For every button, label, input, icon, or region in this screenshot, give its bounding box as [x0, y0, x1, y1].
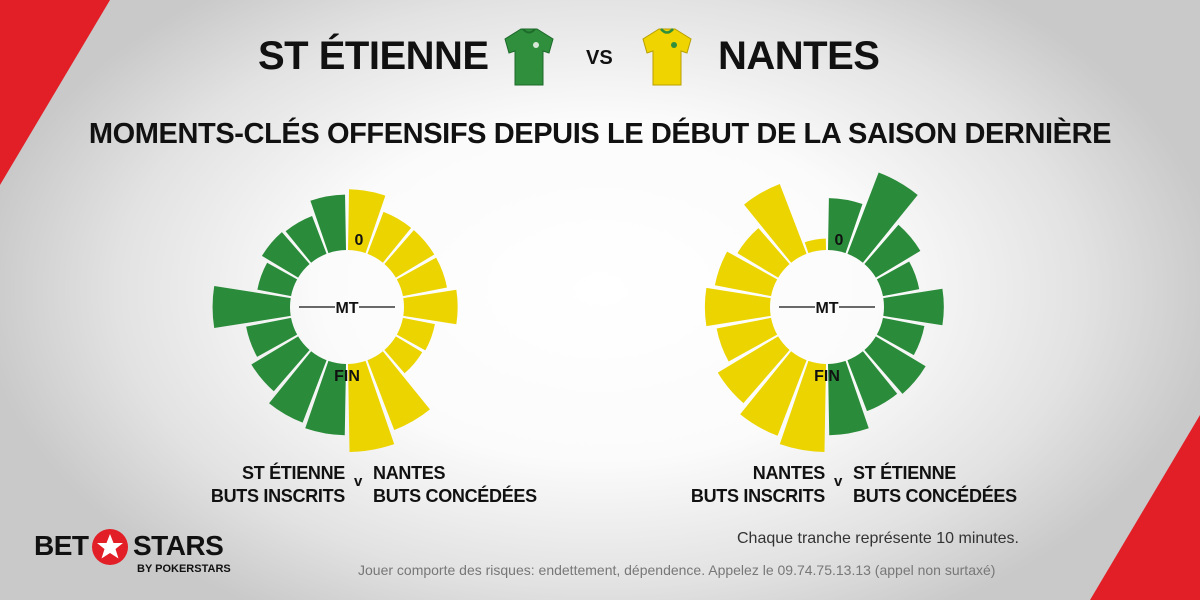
chart1-left-slice-9 [305, 360, 347, 436]
chart1-right-slice-9 [347, 360, 395, 452]
chart2-left-slice-2 [744, 183, 807, 263]
red-corner-accent-right [1090, 415, 1200, 600]
logo-bet-text: BET [34, 530, 89, 561]
chart1-marker-start: 0 [355, 232, 364, 249]
chart1-right-caption: NANTES BUTS CONCÉDÉES [373, 462, 573, 508]
chart2-right-stat: BUTS CONCÉDÉES [853, 486, 1017, 506]
chart2-left-slice-8 [740, 351, 807, 436]
chart1-left-stat: BUTS INSCRITS [210, 486, 345, 506]
logo-stars-text: STARS [133, 530, 224, 561]
red-corner-accent-left [0, 0, 110, 185]
chart1-left-slice-2 [285, 215, 327, 263]
chart1-right-slice-8 [367, 351, 430, 431]
chart2-right-slice-4 [876, 261, 920, 297]
chart2-right-slice-5 [883, 288, 944, 326]
away-team-name: NANTES [718, 34, 880, 78]
chart2-right-slice-2 [847, 172, 918, 263]
chart1-left-slice-4 [257, 262, 298, 297]
chart1-right-slice-6 [396, 317, 435, 351]
chart1-marker-end: FIN [334, 368, 360, 385]
home-team-name: ST ÉTIENNE [258, 34, 489, 78]
star-icon [90, 527, 130, 572]
chart2-right-slice-1 [827, 198, 863, 254]
chart1-right-slice-7 [384, 336, 423, 374]
chart2-v: v [834, 473, 843, 490]
versus-label: VS [586, 47, 613, 69]
chart1-marker-half: MT [335, 300, 358, 317]
chart2-right-team: ST ÉTIENNE [853, 463, 957, 483]
chart1-left-slice-6 [246, 317, 298, 357]
chart2-right-slice-3 [864, 224, 921, 278]
chart1-left-team: ST ÉTIENNE [241, 463, 345, 483]
chart2-left-slice-7 [717, 336, 790, 404]
gambling-disclaimer: Jouer comporte des risques: endettement,… [358, 562, 996, 578]
chart2-left-stat: BUTS INSCRITS [690, 486, 825, 506]
chart1-right-slice-4 [396, 257, 448, 297]
chart2-right-slice-6 [876, 317, 925, 356]
radial-chart-1: 0 MT FIN [212, 189, 458, 452]
chart1-left-slice-8 [269, 351, 327, 423]
chart2-left-slice-5 [704, 287, 771, 327]
chart1-right-slice-3 [384, 230, 435, 278]
chart2-marker-end: FIN [814, 368, 840, 385]
chart2-right-slice-9 [827, 360, 869, 436]
chart2-right-slice-7 [864, 336, 926, 394]
chart1-v: v [354, 473, 363, 490]
chart1-right-stat: BUTS CONCÉDÉES [373, 486, 537, 506]
chart1-left-slice-7 [251, 336, 310, 392]
chart2-left-slice-3 [737, 228, 790, 278]
chart1-left-slice-3 [261, 232, 310, 278]
radial-chart-2: 0 MT FIN [704, 172, 944, 452]
chart1-right-slice-5 [403, 289, 458, 325]
logo-subtitle: BY POKERSTARS [137, 563, 231, 575]
chart2-right-slice-8 [847, 351, 898, 412]
green-jersey-icon [499, 27, 559, 92]
chart1-right-slice-2 [367, 211, 412, 263]
infographic-subtitle: MOMENTS-CLÉS OFFENSIFS DEPUIS LE DÉBUT D… [88, 118, 1112, 150]
chart1-left-slice-1 [310, 194, 347, 254]
chart2-left-slice-4 [714, 251, 778, 297]
chart1-left-slice-5 [212, 285, 291, 329]
yellow-jersey-icon [637, 27, 697, 92]
chart1-right-team: NANTES [373, 463, 446, 483]
chart2-right-caption: ST ÉTIENNE BUTS CONCÉDÉES [853, 462, 1053, 508]
chart2-left-slice-9 [779, 360, 827, 452]
chart2-marker-start: 0 [835, 232, 844, 249]
chart2-left-caption: NANTES BUTS INSCRITS [665, 462, 825, 508]
slice-duration-note: Chaque tranche représente 10 minutes. [737, 530, 1019, 547]
chart2-left-slice-1 [804, 238, 827, 254]
chart1-left-caption: ST ÉTIENNE BUTS INSCRITS [195, 462, 345, 508]
chart2-left-slice-6 [716, 317, 778, 362]
chart2-marker-half: MT [815, 300, 838, 317]
chart2-left-team: NANTES [752, 463, 826, 483]
chart1-right-slice-1 [347, 189, 386, 254]
